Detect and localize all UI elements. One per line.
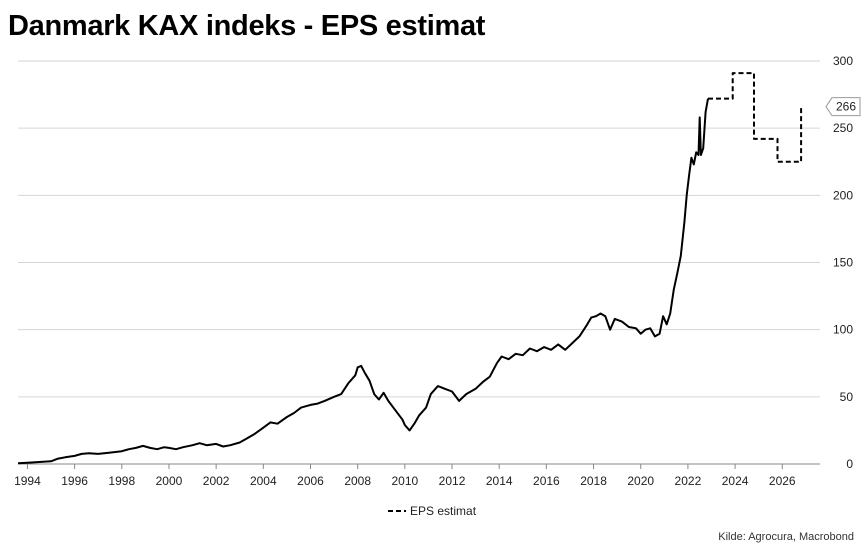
x-tick-label-2006: 2006 xyxy=(297,474,324,488)
x-tick-label-2012: 2012 xyxy=(439,474,466,488)
series-line-eps-estimat xyxy=(708,72,803,163)
series-line-historisk xyxy=(17,98,709,465)
y-tick-label-50: 50 xyxy=(840,390,854,404)
x-tick-label-2000: 2000 xyxy=(156,474,183,488)
last-value-callout: 266 xyxy=(825,97,861,117)
legend-label-eps-estimat: EPS estimat xyxy=(410,504,477,518)
x-tick-label-2004: 2004 xyxy=(250,474,277,488)
x-tick-label-2016: 2016 xyxy=(533,474,560,488)
y-tick-label-250: 250 xyxy=(833,121,853,135)
x-tick-label-2026: 2026 xyxy=(769,474,796,488)
x-tick-label-2002: 2002 xyxy=(203,474,230,488)
x-tick-label-2010: 2010 xyxy=(391,474,418,488)
x-tick-label-1994: 1994 xyxy=(14,474,41,488)
y-tick-label-100: 100 xyxy=(833,323,853,337)
x-tick-label-2018: 2018 xyxy=(580,474,607,488)
legend: EPS estimat xyxy=(388,504,477,518)
y-tick-label-0: 0 xyxy=(846,457,853,471)
y-axis: 0 50 100 150 200 250 300 xyxy=(833,54,853,471)
x-tick-label-1996: 1996 xyxy=(61,474,88,488)
series-group xyxy=(17,72,803,465)
source-note: Kilde: Agrocura, Macrobond xyxy=(718,531,854,543)
y-tick-label-300: 300 xyxy=(833,54,853,68)
x-tick-label-1998: 1998 xyxy=(108,474,135,488)
callout-box xyxy=(825,97,861,117)
x-tick-label-2014: 2014 xyxy=(486,474,513,488)
x-tick-label-2022: 2022 xyxy=(675,474,702,488)
chart-title: Danmark KAX indeks - EPS estimat xyxy=(8,10,486,42)
x-axis: 1994 1996 1998 2000 2002 2004 2006 2008 2010 2012… xyxy=(14,464,796,488)
y-tick-label-200: 200 xyxy=(833,188,853,202)
grid-lines xyxy=(18,60,820,465)
x-tick-label-2020: 2020 xyxy=(627,474,654,488)
y-tick-label-150: 150 xyxy=(833,256,853,270)
callout-value: 266 xyxy=(836,100,856,114)
x-tick-label-2024: 2024 xyxy=(722,474,749,488)
x-tick-label-2008: 2008 xyxy=(344,474,371,488)
